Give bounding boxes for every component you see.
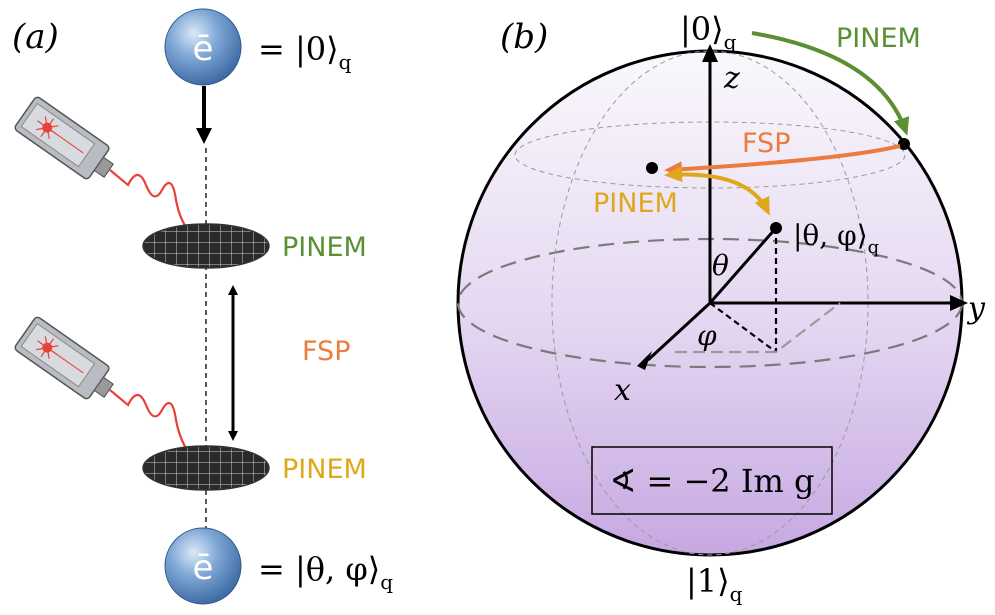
theta-label: θ	[712, 249, 729, 282]
electron-bottom	[164, 527, 242, 605]
grating-top	[142, 223, 270, 269]
south-state: |1⟩q	[686, 562, 743, 606]
axis-x-label: x	[614, 373, 631, 408]
down-arrow-head	[196, 128, 212, 144]
electron-bottom-state: = |θ, φ⟩q	[258, 550, 393, 594]
pinem-bottom-label: PINEM	[282, 454, 367, 485]
grating-bottom	[142, 445, 270, 491]
y-axis-head	[950, 295, 968, 311]
equator-projection	[675, 302, 841, 354]
panel-b-label: (b)	[500, 17, 548, 57]
x-axis-head	[637, 351, 652, 370]
phi-label: φ	[697, 319, 717, 352]
laser-beam-top	[109, 169, 194, 237]
pinem-yellow-arrow	[664, 166, 770, 216]
panel-b: (b) z y x θ φ |θ, φ⟩q |0⟩q |1⟩q PINEM	[456, 10, 986, 606]
electron-top	[164, 8, 242, 86]
laser-top	[14, 96, 114, 180]
axis-z-label: z	[723, 61, 740, 96]
fsp-label-b: FSP	[742, 128, 790, 159]
panel-a-label: (a)	[12, 17, 59, 57]
state-point	[770, 222, 782, 234]
formula-box	[591, 446, 833, 515]
axis-y-label: y	[966, 291, 986, 326]
electron-top-state: = |0⟩q	[258, 30, 352, 74]
point-after-fsp	[646, 162, 658, 174]
state-vector	[708, 227, 778, 304]
pinem-top-label: PINEM	[282, 232, 367, 263]
fsp-label-a: FSP	[302, 336, 350, 367]
z-axis-head	[702, 44, 718, 62]
pinem-yellow-label: PINEM	[593, 188, 678, 219]
pinem-green-label: PINEM	[836, 23, 921, 54]
formula: ∢ = −2 Im g	[610, 462, 815, 500]
projection-horizontal	[709, 302, 777, 353]
point-after-green	[898, 138, 910, 150]
x-axis	[646, 301, 712, 362]
laser-bottom	[14, 316, 114, 400]
electron-bottom-symbol: ē	[193, 548, 214, 588]
state-label: |θ, φ⟩q	[793, 219, 879, 258]
pinem-green-arrow	[751, 31, 910, 136]
electron-top-symbol: ē	[193, 29, 214, 69]
panel-a: (a) ē = |0⟩q PINEM FSP	[12, 8, 393, 605]
laser-beam-bottom	[109, 389, 194, 459]
north-state: |0⟩q	[680, 10, 737, 54]
